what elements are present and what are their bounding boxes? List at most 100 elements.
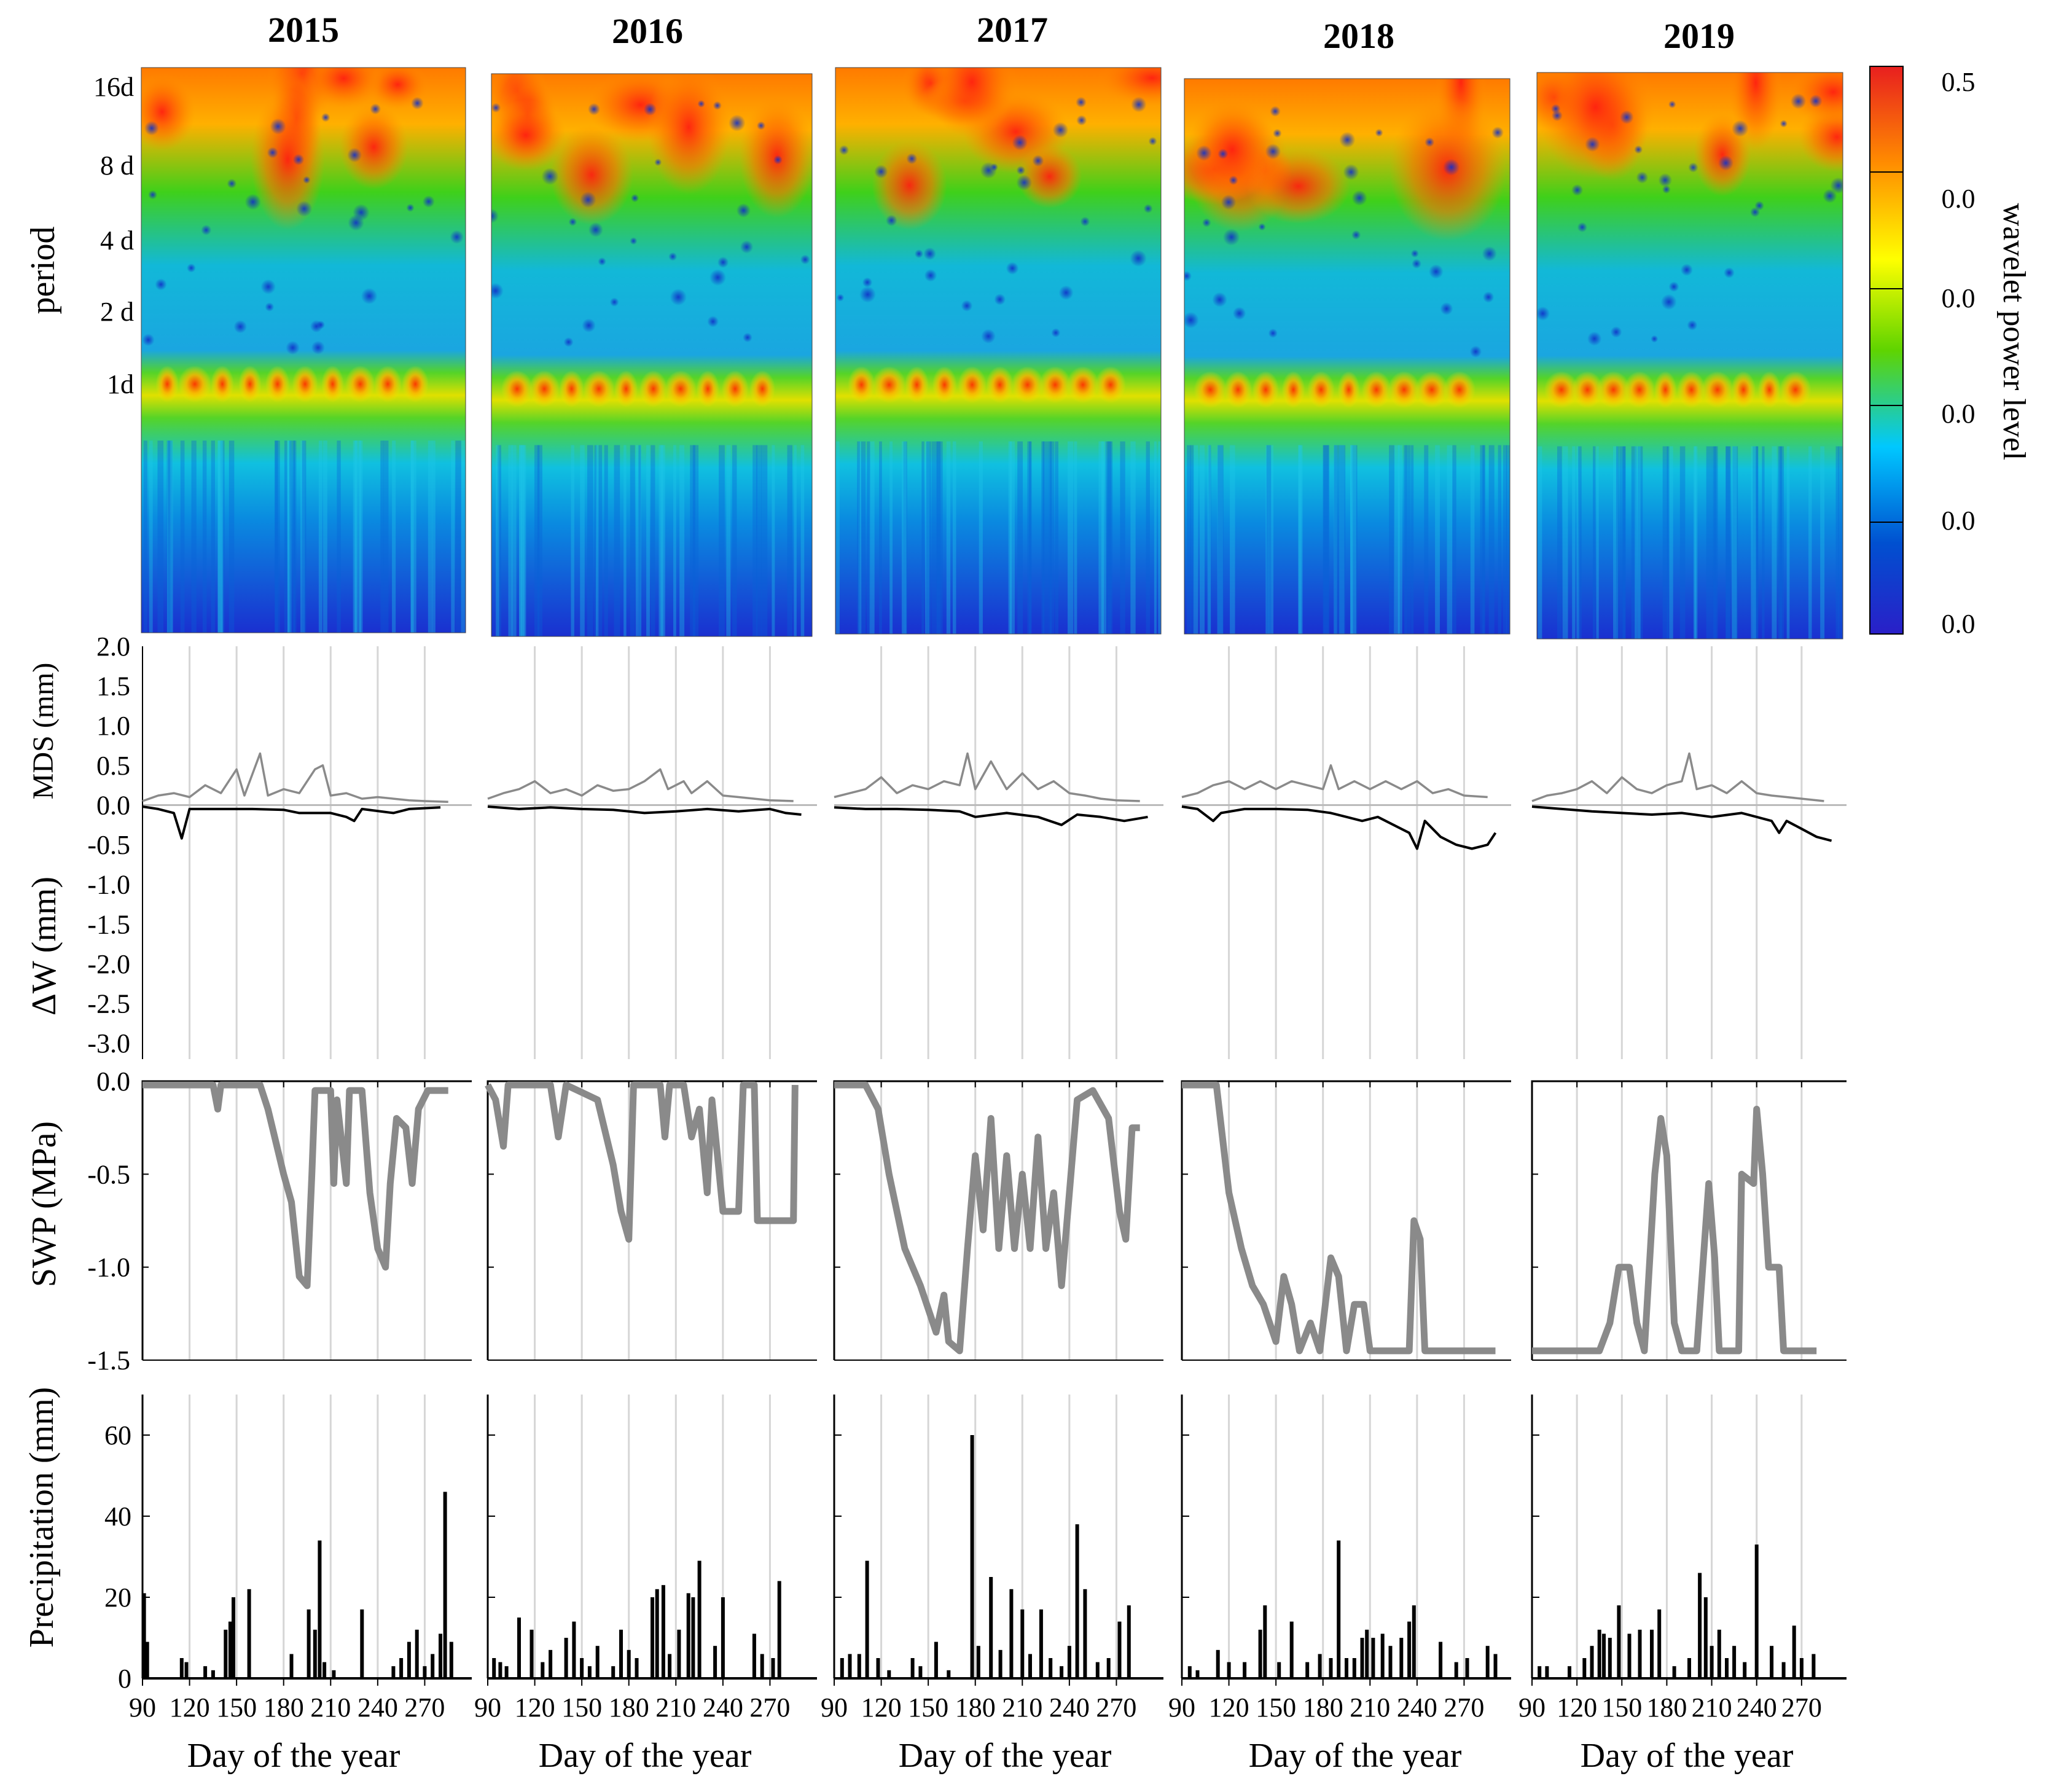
wavelet-blue-spot	[1222, 229, 1240, 246]
wavelet-hot-region	[491, 100, 566, 171]
stem-panel-2015	[142, 646, 472, 1059]
precip-bar	[1568, 1666, 1571, 1678]
wavelet-blue-spot	[144, 120, 159, 136]
precip-bar	[1195, 1670, 1200, 1678]
wavelet-daily-band	[696, 370, 720, 407]
wavelet-streak	[1027, 441, 1031, 634]
wavelet-streak	[1008, 441, 1012, 634]
wavelet-streak	[318, 440, 322, 633]
precip-bar	[1538, 1666, 1542, 1678]
precip-bar	[865, 1560, 869, 1678]
precip-bar	[635, 1658, 639, 1678]
wavelet-blue-spot	[697, 100, 705, 108]
precip-bar	[360, 1609, 364, 1678]
wavelet-daily-band	[1443, 371, 1475, 409]
precip-bar	[1650, 1629, 1654, 1678]
precip-xtick-label: 180	[955, 1692, 996, 1723]
wavelet-daily-band	[178, 366, 211, 403]
wavelet-streak	[1694, 446, 1698, 639]
precip-bar	[318, 1540, 322, 1678]
wavelet-blue-spot	[800, 254, 810, 265]
precip-bar	[1095, 1662, 1100, 1678]
stem-panel-2017	[834, 646, 1163, 1059]
wavelet-blue-spot	[1551, 110, 1563, 122]
precip-xtick-label: 270	[1444, 1692, 1484, 1723]
period-tick-1d: 1d	[107, 369, 134, 399]
precip-bar	[1590, 1646, 1594, 1678]
wavelet-blue-spot	[450, 230, 464, 244]
wavelet-blue-spot	[886, 214, 897, 227]
stem-tick-label: 0.5	[96, 751, 130, 781]
stem-tick-label: -3.0	[87, 1028, 130, 1058]
precip-bar	[289, 1654, 294, 1678]
precip-bar	[1781, 1662, 1786, 1678]
wavelet-blue-spot	[187, 263, 196, 273]
wavelet-streak	[901, 441, 907, 634]
precip-bar	[1263, 1605, 1267, 1678]
wavelet-streak	[903, 441, 907, 634]
wavelet-daily-band	[1361, 371, 1391, 409]
wavelet-blue-spot	[1058, 285, 1074, 300]
wavelet-daily-band	[1571, 371, 1603, 409]
wavelet-streak	[284, 440, 287, 633]
precip-bar	[1717, 1629, 1721, 1678]
stem-tick-label: 2.0	[96, 632, 130, 662]
wavelet-streak	[1207, 445, 1211, 634]
precip-bar	[1318, 1654, 1322, 1678]
precip-bar	[1039, 1609, 1043, 1678]
precip-bar	[443, 1492, 447, 1678]
precip-bar	[228, 1621, 232, 1678]
wavelet-streak	[931, 441, 937, 634]
wavelet-blue-spot	[244, 194, 261, 210]
wavelet-blue-spot	[541, 168, 559, 186]
wavelet-daily-band	[1654, 371, 1677, 409]
swp-series-line	[834, 1081, 1140, 1355]
precip-bar	[1305, 1662, 1310, 1678]
wavelet-blue-spot	[148, 190, 158, 200]
wavelet-daily-band	[904, 366, 929, 404]
wavelet-blue-spot	[267, 147, 278, 158]
wavelet-streak	[1635, 446, 1641, 639]
wavelet-streak	[752, 445, 757, 636]
wavelet-streak	[1613, 446, 1618, 639]
wavelet-blue-spot	[1258, 223, 1266, 231]
precip-bar	[619, 1629, 623, 1678]
precip-bar	[1597, 1629, 1601, 1678]
wavelet-streak	[1596, 446, 1599, 639]
precip-bar	[1009, 1589, 1014, 1678]
wavelet-blue-spot	[1076, 115, 1087, 126]
precip-bar	[970, 1435, 974, 1678]
wavelet-blue-spot	[1830, 177, 1843, 194]
wavelet-streak	[1298, 445, 1303, 634]
wavelet-blue-spot	[981, 329, 996, 344]
precip-bar	[1710, 1646, 1714, 1678]
wavelet-streak	[300, 440, 305, 633]
precip-bar	[1687, 1658, 1691, 1678]
wavelet-streak	[1538, 446, 1542, 639]
precip-bar	[1617, 1605, 1621, 1678]
precip-bar	[332, 1670, 336, 1678]
swp-series-line	[1532, 1105, 1817, 1355]
precip-bar	[439, 1634, 442, 1678]
precip-bar	[918, 1666, 923, 1678]
precip-bar	[211, 1670, 215, 1678]
wavelet-streak	[1756, 446, 1759, 639]
wavelet-streak	[1562, 446, 1568, 639]
precip-xtick-label: 180	[1303, 1692, 1343, 1723]
wavelet-daily-band	[1677, 371, 1706, 409]
swp-ticks: 0.0 -0.5 -1.0 -1.5	[87, 1066, 130, 1375]
wavelet-streak	[1631, 446, 1637, 639]
wavelet-streak	[428, 440, 432, 633]
wavelet-streak	[1394, 445, 1400, 634]
precip-bar	[145, 1641, 149, 1678]
precip-bar	[307, 1609, 311, 1678]
wavelet-daily-band	[721, 370, 749, 407]
wavelet-frame	[491, 73, 813, 637]
wavelet-streak	[354, 440, 358, 633]
wavelet-streak	[614, 445, 620, 636]
wavelet-streak	[952, 441, 956, 634]
mds-series-line	[1181, 764, 1488, 799]
wavelet-blue-spot	[347, 147, 362, 163]
wavelet-streak	[1778, 446, 1784, 639]
